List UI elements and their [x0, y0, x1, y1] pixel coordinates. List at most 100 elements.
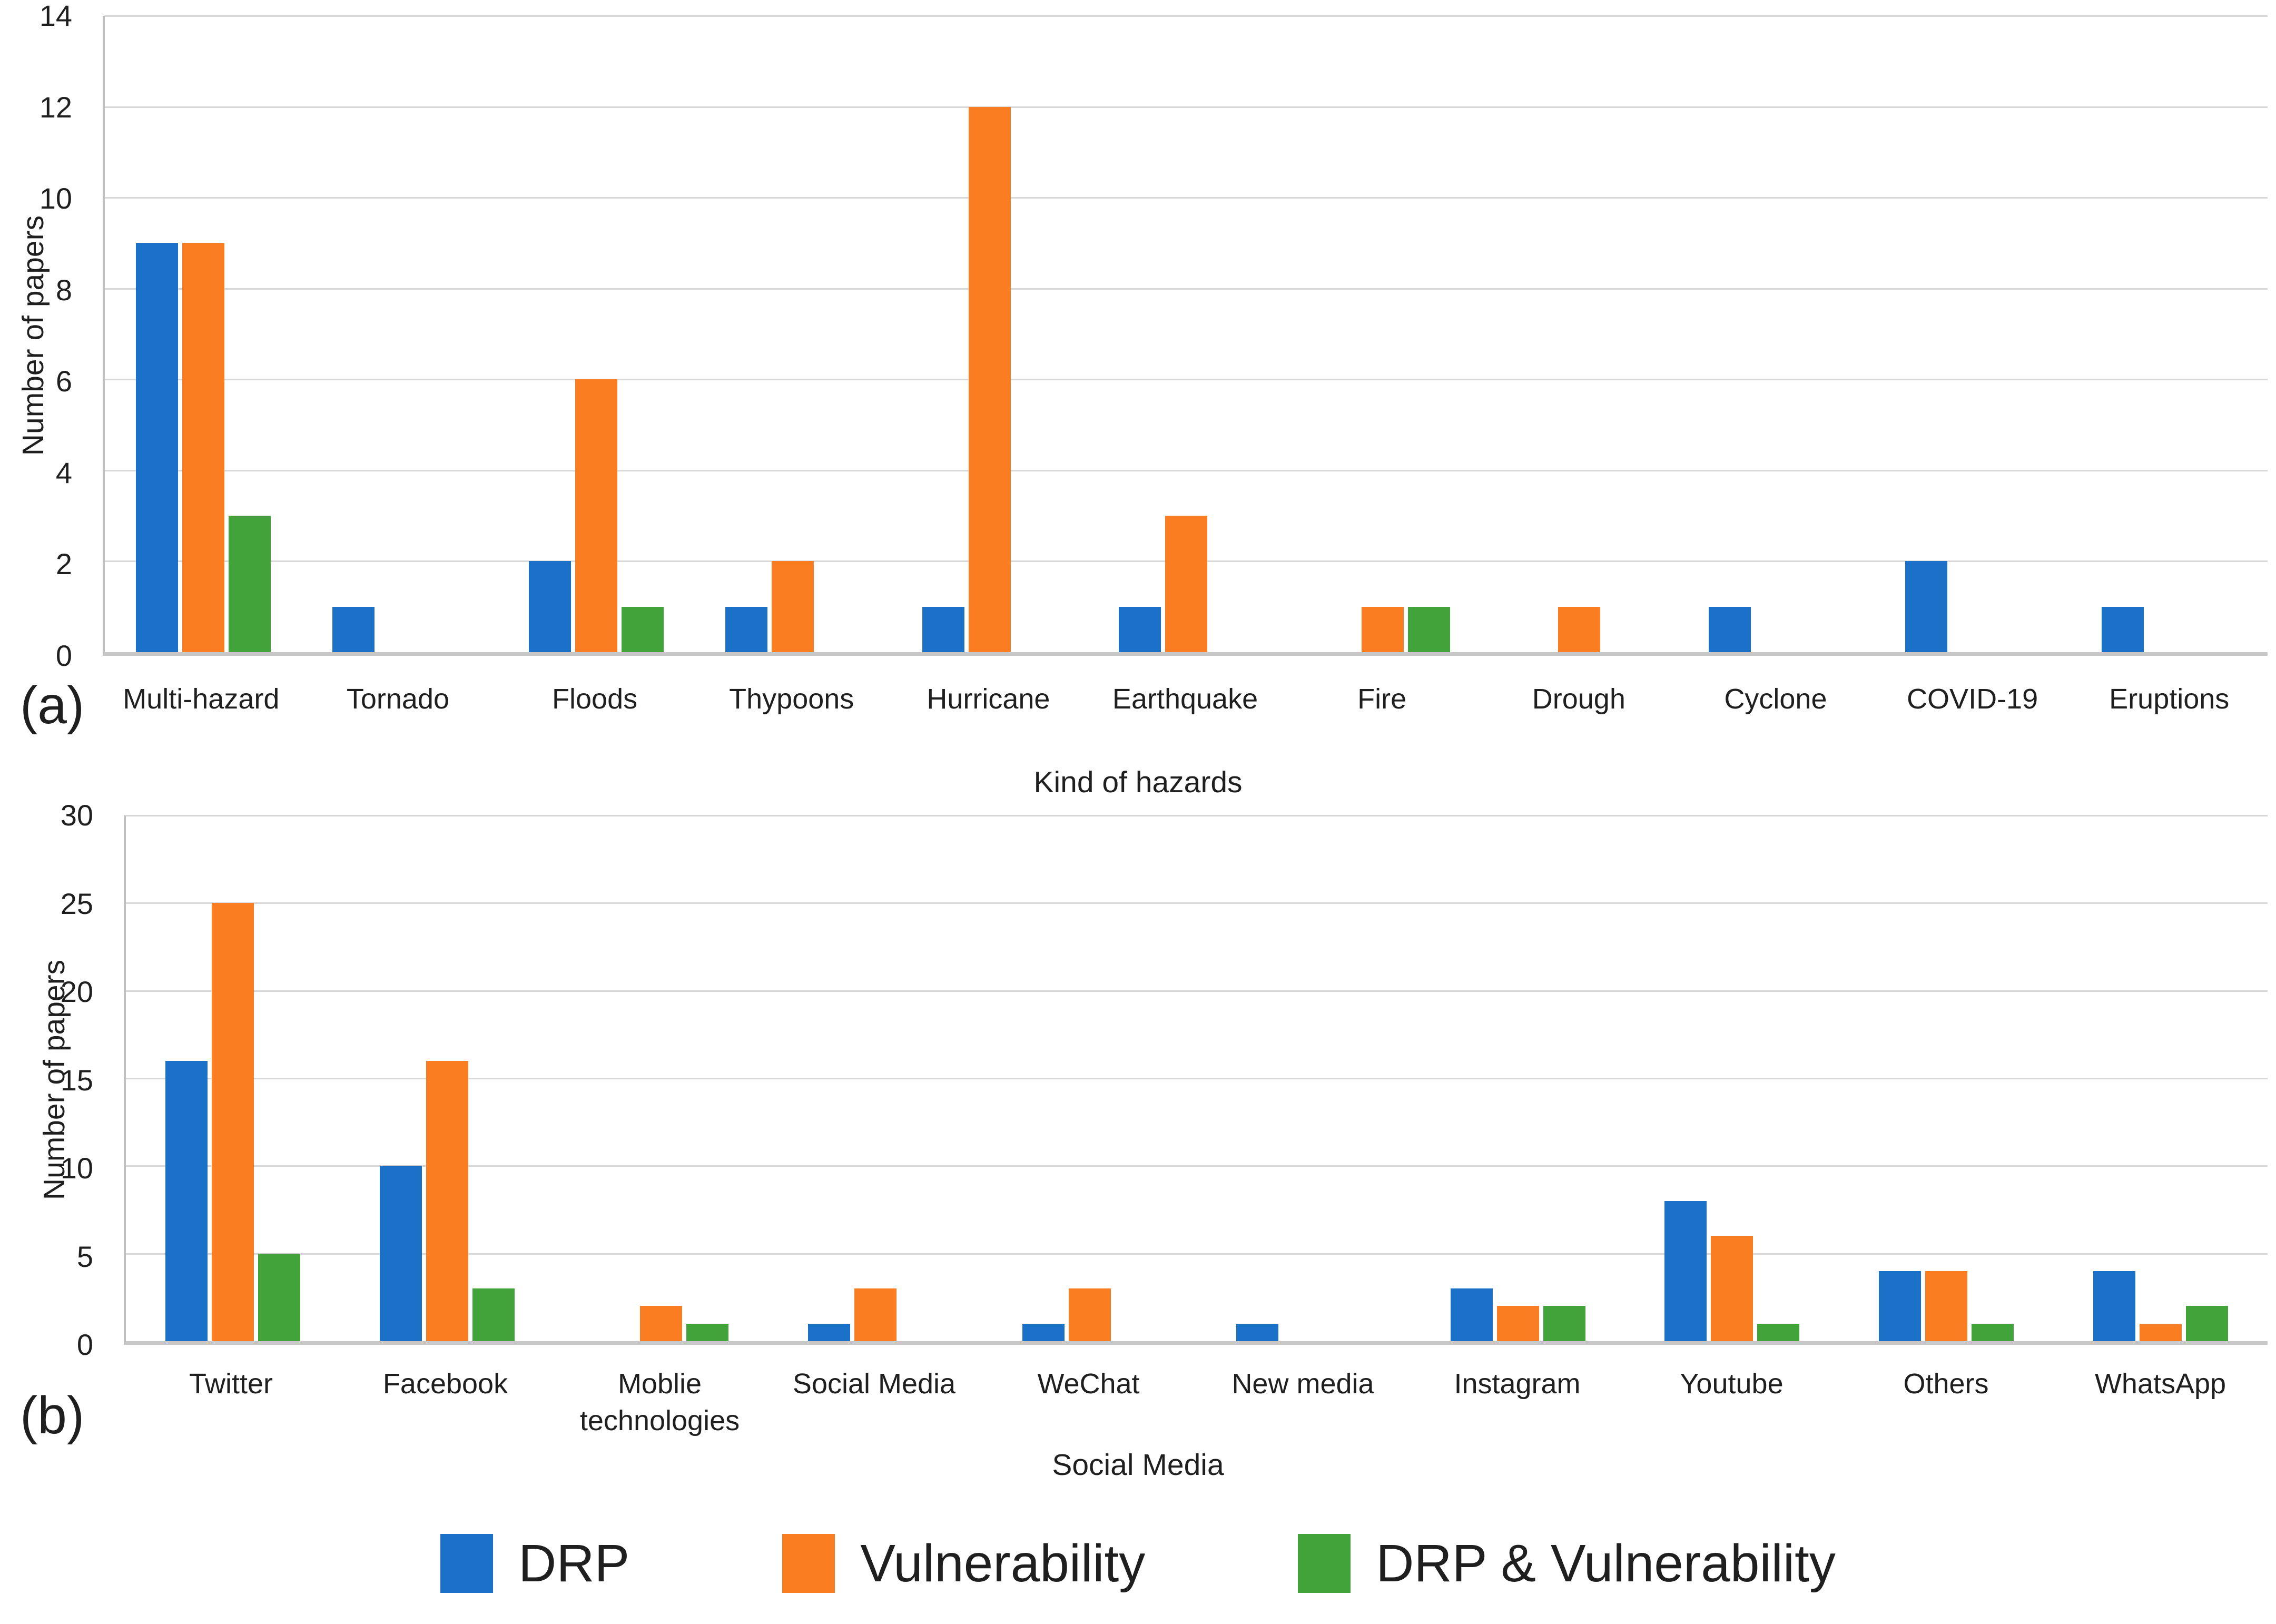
bar-group-facebook: [340, 815, 555, 1341]
bar-vulnerability: [1925, 1271, 1968, 1341]
bar-vulnerability: [1558, 606, 1601, 652]
gridline-5: [126, 1253, 2268, 1255]
drp-and-vulnerability-color-swatch: [1298, 1534, 1351, 1593]
bar-vulnerability: [426, 1060, 468, 1341]
chart-b-x-axis-title: Social Media: [1052, 1448, 1224, 1482]
bar-group-floods: [498, 16, 695, 652]
y-tick-label-20: 20: [60, 975, 93, 1008]
category-label-new-media: New media: [1231, 1368, 1374, 1400]
y-tick-label-5: 5: [76, 1239, 93, 1273]
bar-vulnerability: [640, 1306, 683, 1341]
category-label-wechat: WeChat: [1037, 1368, 1140, 1400]
y-tick-label-12: 12: [39, 90, 72, 124]
category-label-whatsapp: WhatsApp: [2094, 1368, 2226, 1400]
bar-drp: [2102, 606, 2144, 652]
category-label-drough: Drough: [1532, 683, 1625, 715]
y-tick-label-8: 8: [55, 273, 72, 307]
category-label-hurricane: Hurricane: [927, 683, 1050, 715]
bar-group-fire: [1285, 16, 1481, 652]
y-tick-label-0: 0: [76, 1328, 93, 1361]
bar-group-new-media: [1197, 815, 1411, 1341]
bar-drp-vulnerability: [1408, 606, 1451, 652]
bar-drp: [1879, 1271, 1922, 1341]
bar-vulnerability: [2139, 1323, 2182, 1341]
chart-b-y-tick-labels: 0 5 10 15 20 25 30: [0, 801, 108, 1360]
gridline-10: [126, 1165, 2268, 1167]
bar-drp: [1905, 561, 1948, 652]
gridline-15: [126, 1078, 2268, 1079]
category-label-multi-hazard: Multi-hazard: [123, 683, 280, 715]
y-tick-label-0: 0: [55, 639, 72, 672]
chart-a-x-axis-title: Kind of hazards: [1033, 765, 1243, 799]
category-label-eruptions: Eruptions: [2109, 683, 2230, 715]
bar-drp: [1450, 1288, 1493, 1341]
gridline-14: [105, 15, 2268, 17]
bar-vulnerability: [212, 903, 254, 1341]
bar-drp-vulnerability: [1757, 1323, 1800, 1341]
drp-color-swatch: [440, 1534, 494, 1593]
vulnerability-color-swatch: [782, 1534, 835, 1593]
bar-drp-vulnerability: [1543, 1306, 1585, 1341]
gridline-8: [105, 288, 2268, 290]
category-label-youtube: Youtube: [1680, 1368, 1784, 1400]
bar-drp-vulnerability: [228, 516, 271, 652]
bar-drp-vulnerability: [2185, 1306, 2228, 1341]
bar-group-thypoons: [695, 16, 891, 652]
category-label-floods: Floods: [552, 683, 638, 715]
bar-vulnerability: [1165, 516, 1207, 652]
y-tick-label-4: 4: [55, 456, 72, 489]
bar-drp: [1708, 606, 1751, 652]
y-tick-label-6: 6: [55, 365, 72, 398]
bar-drp: [332, 606, 375, 652]
gridline-10: [105, 197, 2268, 199]
bar-drp: [808, 1323, 851, 1341]
bar-group-others: [1839, 815, 2054, 1341]
legend-label-drp-and-vulnerability: DRP & Vulnerability: [1376, 1534, 1836, 1593]
gridline-12: [105, 106, 2268, 108]
bars-row: [105, 16, 2268, 652]
bar-drp: [1022, 1323, 1065, 1341]
bar-vulnerability: [575, 379, 618, 652]
y-tick-label-10: 10: [60, 1151, 93, 1185]
category-label-covid-19: COVID-19: [1907, 683, 2038, 715]
bar-vulnerability: [1496, 1306, 1539, 1341]
y-tick-label-30: 30: [60, 799, 93, 832]
gridline-4: [105, 469, 2268, 471]
category-label-tornado: Tornado: [346, 683, 450, 715]
legend-label-drp: DRP: [518, 1534, 630, 1593]
y-tick-label-2: 2: [55, 547, 72, 581]
chart-b-plot-area: [124, 815, 2268, 1345]
bar-group-drough: [1481, 16, 1678, 652]
category-label-twitter: Twitter: [189, 1368, 273, 1400]
bar-drp-vulnerability: [686, 1323, 729, 1341]
gridline-30: [126, 815, 2268, 816]
y-tick-label-15: 15: [60, 1063, 93, 1097]
category-label-facebook: Facebook: [382, 1368, 508, 1400]
bar-drp-vulnerability: [258, 1253, 301, 1341]
bar-group-wechat: [982, 815, 1197, 1341]
bar-drp: [529, 561, 572, 652]
bar-drp: [1236, 1323, 1279, 1341]
chart-a-category-labels: Multi-hazard Tornado Floods Thypoons Hurrica…: [103, 681, 2268, 717]
chart-a-plot-area: [103, 15, 2268, 656]
bar-group-twitter: [126, 815, 340, 1341]
bar-group-whatsapp: [2053, 815, 2268, 1341]
y-tick-label-14: 14: [39, 0, 72, 32]
bar-vulnerability: [1711, 1236, 1753, 1341]
gridline-20: [126, 990, 2268, 992]
category-label-instagram: Instagram: [1454, 1368, 1581, 1400]
bar-group-earthquake: [1088, 16, 1284, 652]
bar-drp: [725, 606, 768, 652]
legend-label-vulnerability: Vulnerability: [860, 1534, 1146, 1593]
bars-row: [126, 815, 2268, 1341]
chart-a-panel-letter: (a): [20, 676, 85, 735]
legend: DRP Vulnerability DRP & Vulnerability: [0, 1534, 2276, 1593]
bar-vulnerability: [1068, 1288, 1111, 1341]
bar-vulnerability: [854, 1288, 897, 1341]
chart-b-panel-letter: (b): [20, 1386, 85, 1445]
bar-drp-vulnerability: [622, 606, 664, 652]
y-tick-label-10: 10: [39, 182, 72, 215]
bar-group-multi-hazard: [105, 16, 301, 652]
bar-group-covid-19: [1874, 16, 2071, 652]
